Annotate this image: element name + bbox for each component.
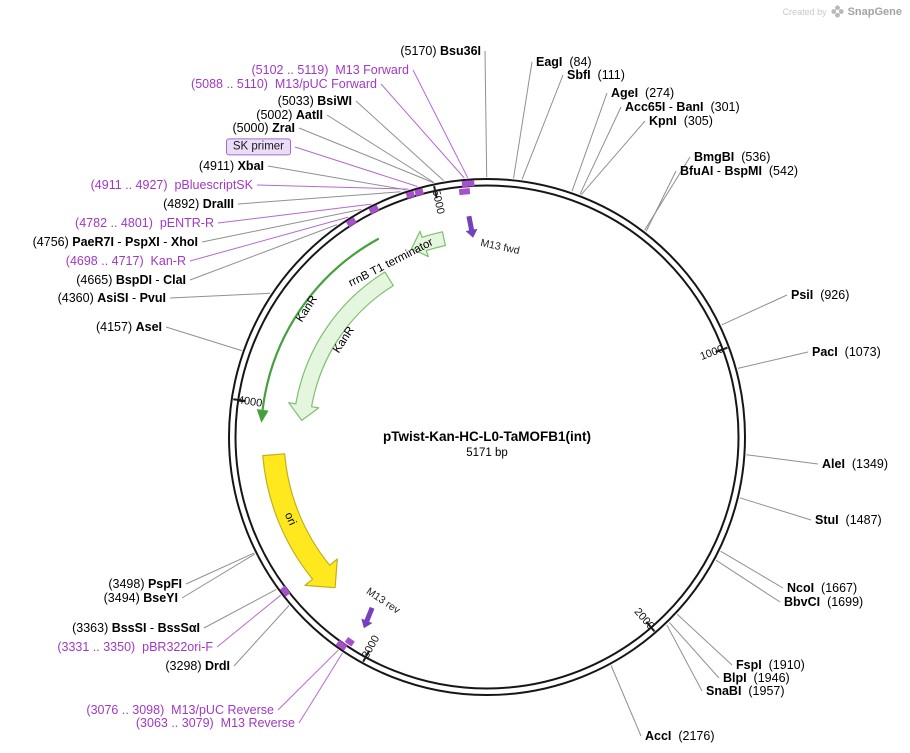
leader-line: [645, 170, 677, 232]
feature-m13-rev-arrow[interactable]: [358, 606, 377, 631]
leader-line: [721, 294, 788, 326]
leader-line: [294, 146, 418, 187]
leader-line: [256, 184, 409, 190]
leader-line: [203, 588, 277, 629]
tick-mark: [645, 621, 656, 632]
leader-line: [267, 165, 407, 191]
feature-rrnb-t1-terminator-arrow[interactable]: [411, 230, 446, 258]
feature-kanr-cds-arrow[interactable]: [288, 271, 394, 421]
leader-line: [181, 553, 256, 599]
leader-line: [298, 127, 434, 184]
leader-line: [666, 624, 703, 692]
feature-ori-arrow[interactable]: [262, 453, 338, 589]
leader-line: [189, 224, 338, 281]
feature-m13-fwd-arrow[interactable]: [463, 215, 479, 239]
leader-line: [217, 203, 372, 224]
leader-line: [513, 61, 533, 179]
primer-binding-site-mark-m13-puc-forward-site[interactable]: [458, 188, 471, 196]
leader-line: [165, 326, 242, 352]
leader-line: [169, 292, 271, 299]
leader-line: [277, 649, 339, 711]
leader-line: [412, 69, 469, 178]
leader-line: [216, 594, 282, 648]
tick-mark: [233, 398, 246, 402]
primer-binding-site-mark-kan-r-site[interactable]: [346, 217, 357, 228]
leader-line: [746, 454, 819, 465]
primer-binding-site-mark-pbluescript-sk-site[interactable]: [405, 190, 416, 199]
leader-line: [185, 552, 255, 585]
leader-line: [326, 114, 435, 183]
leader-line: [668, 622, 720, 679]
snapgene-logo-icon: [830, 5, 844, 18]
primer-binding-site-mark-pbr322ori-f-site[interactable]: [280, 585, 291, 597]
leader-line: [737, 351, 809, 369]
leader-line: [739, 497, 812, 521]
tick-mark: [715, 346, 728, 353]
watermark-prefix: Created by: [782, 6, 827, 17]
leader-line: [355, 100, 444, 181]
primer-binding-site-mark-m13-reverse-site[interactable]: [344, 637, 355, 647]
leader-line: [201, 208, 362, 243]
leader-line: [579, 106, 622, 195]
leader-line: [237, 191, 401, 205]
leader-line: [380, 83, 465, 179]
primer-binding-site-mark-sk-primer-site[interactable]: [414, 188, 424, 197]
leader-line: [580, 120, 646, 196]
primer-binding-site-mark-pentr-r-site[interactable]: [368, 204, 380, 215]
tick-mark: [433, 185, 438, 199]
feature-kanr-gene-arc[interactable]: [261, 237, 380, 411]
leader-line: [521, 74, 564, 180]
watermark: Created by SnapGene: [783, 5, 902, 18]
plasmid-backbone-inner: [234, 184, 740, 690]
plasmid-backbone-outer: [228, 178, 746, 696]
plasmid-name: pTwist-Kan-HC-L0-TaMOFB1(int): [383, 429, 591, 444]
leader-line: [233, 605, 290, 667]
leader-line: [610, 665, 642, 737]
leader-line: [676, 613, 733, 666]
primer-binding-site-mark-m13-forward-site[interactable]: [461, 180, 475, 188]
watermark-brand: SnapGene: [847, 5, 902, 18]
leader-line: [484, 50, 488, 178]
leader-line: [189, 216, 349, 262]
leader-line: [715, 559, 781, 603]
leader-line: [298, 652, 343, 724]
leader-line: [720, 550, 784, 589]
leader-line: [644, 156, 691, 231]
leader-line: [571, 92, 608, 192]
plasmid-size: 5171 bp: [466, 447, 508, 459]
tick-mark: [362, 650, 371, 663]
plasmid-title-block: pTwist-Kan-HC-L0-TaMOFB1(int) 5171 bp: [383, 429, 591, 459]
feature-kanr-gene-arrowhead[interactable]: [256, 409, 269, 423]
primer-binding-site-mark-m13-puc-reverse-site[interactable]: [335, 640, 348, 651]
